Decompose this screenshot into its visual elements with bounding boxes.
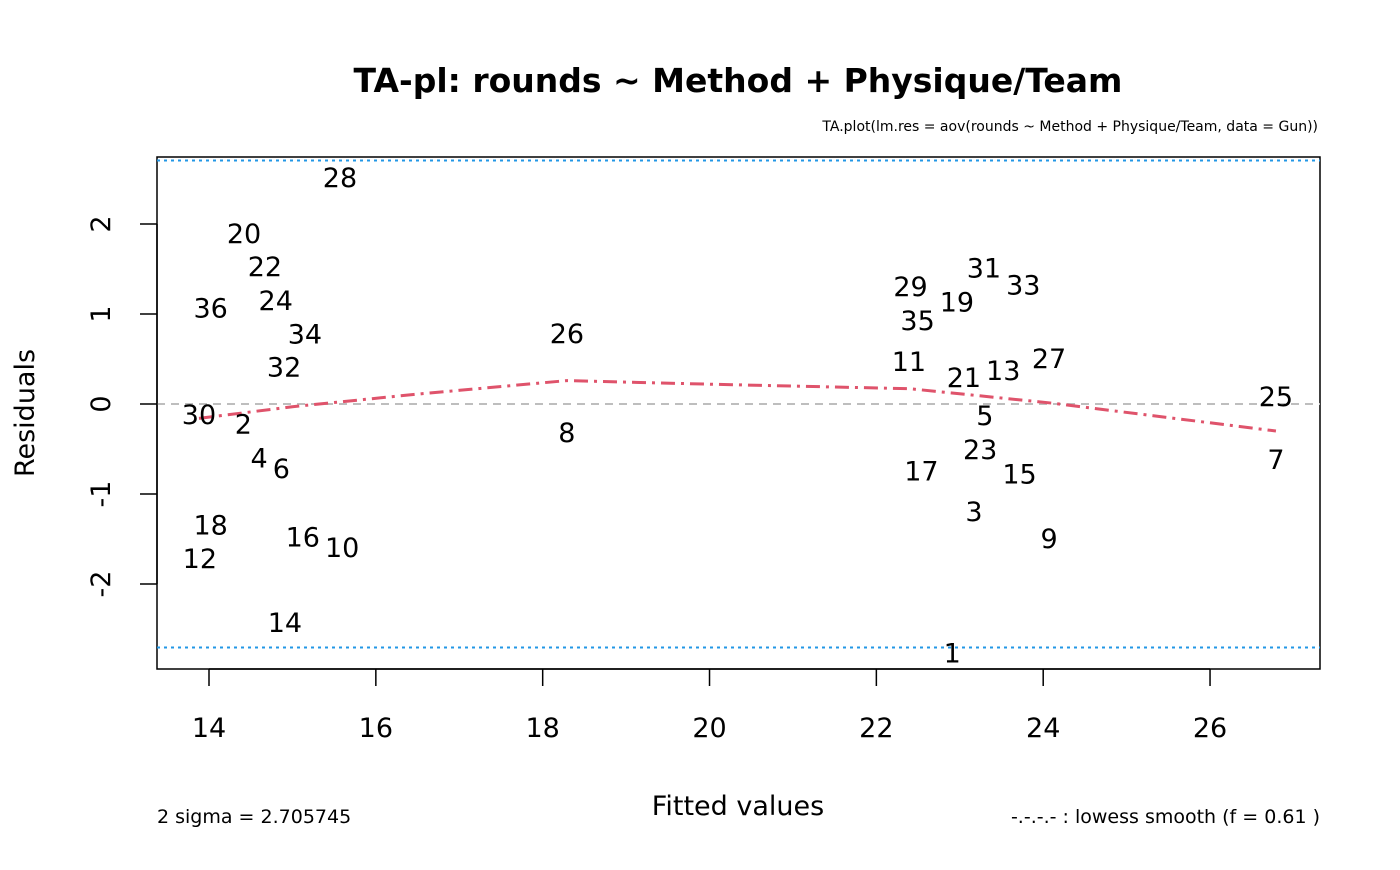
- point-label: 12: [183, 544, 217, 575]
- point-label: 21: [947, 363, 981, 394]
- x-tick-label: 16: [359, 713, 393, 744]
- point-label: 31: [967, 253, 1001, 284]
- point-label: 35: [900, 306, 934, 337]
- x-tick-label: 20: [692, 713, 726, 744]
- point-label: 6: [273, 454, 290, 485]
- point-label: 2: [235, 409, 252, 440]
- point-label: 36: [193, 294, 227, 325]
- point-label: 28: [323, 163, 357, 194]
- lowess-line: [198, 379, 1277, 433]
- point-label: 29: [893, 272, 927, 303]
- point-label: 25: [1259, 382, 1293, 413]
- x-tick-label: 14: [192, 713, 226, 744]
- point-label: 33: [1006, 270, 1040, 301]
- point-label: 30: [182, 400, 216, 431]
- point-label: 8: [558, 418, 575, 449]
- plot-frame: [156, 156, 1321, 670]
- point-label: 19: [940, 287, 974, 318]
- point-label: 24: [259, 286, 293, 317]
- point-label: 34: [288, 319, 322, 350]
- point-label: 9: [1040, 524, 1057, 555]
- point-label: 32: [267, 352, 301, 383]
- point-label: 20: [227, 219, 261, 250]
- point-label: 10: [325, 533, 359, 564]
- point-label: 27: [1032, 344, 1066, 375]
- point-label: 14: [268, 608, 302, 639]
- chart-title: TA-pl: rounds ~ Method + Physique/Team: [354, 61, 1123, 100]
- point-label: 15: [1002, 459, 1036, 490]
- lowess-note: -.-.-.- : lowess smooth (f = 0.61 ): [1011, 806, 1320, 828]
- point-label: 26: [550, 319, 584, 350]
- point-label: 4: [251, 443, 268, 474]
- point-label: 16: [286, 522, 320, 553]
- y-tick-label: 1: [86, 305, 117, 322]
- y-axis-label: Residuals: [10, 349, 41, 477]
- point-label: 23: [963, 435, 997, 466]
- chart-subtitle: TA.plot(lm.res = aov(rounds ~ Method + P…: [821, 119, 1318, 135]
- point-label: 7: [1267, 445, 1284, 476]
- point-label: 13: [986, 356, 1020, 387]
- x-tick-label: 26: [1193, 713, 1227, 744]
- point-label: 3: [965, 497, 982, 528]
- x-tick-label: 24: [1026, 713, 1060, 744]
- point-label: 22: [248, 252, 282, 283]
- sigma-note: 2 sigma = 2.705745: [157, 806, 351, 828]
- x-tick-label: 22: [859, 713, 893, 744]
- y-tick-label: -2: [86, 571, 117, 598]
- y-tick-label: 0: [86, 395, 117, 412]
- point-label: 5: [976, 401, 993, 432]
- point-label: 1: [944, 638, 961, 669]
- point-label: 18: [193, 511, 227, 542]
- y-tick-label: -1: [86, 481, 117, 508]
- x-tick-label: 18: [526, 713, 560, 744]
- y-tick-label: 2: [86, 215, 117, 232]
- x-axis-label: Fitted values: [652, 791, 824, 822]
- point-label: 17: [904, 457, 938, 488]
- point-label: 11: [892, 347, 926, 378]
